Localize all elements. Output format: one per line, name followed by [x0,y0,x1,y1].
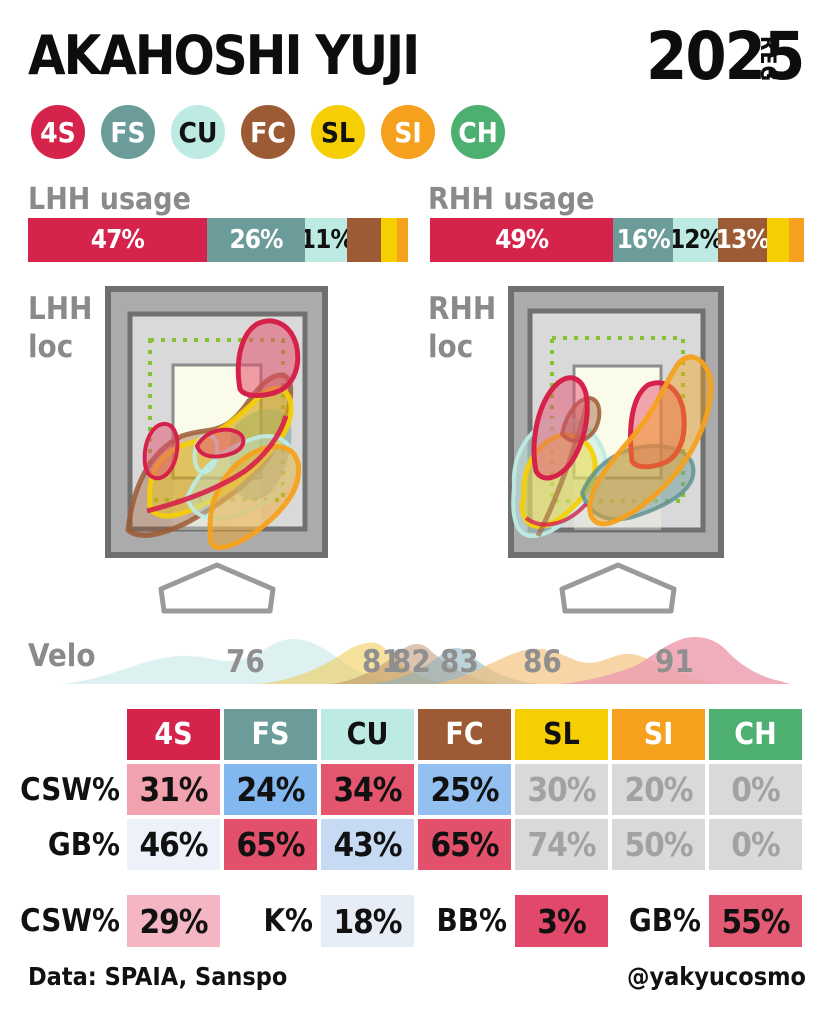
usage-segment-cu: 12% [673,218,718,262]
usage-segment-sl [381,218,397,262]
segment-value: 47% [90,225,145,255]
row-label-csw: CSW% [20,771,120,808]
summary-label-bb: BB% [436,903,507,939]
lhh-density-si [207,444,302,551]
season-type: REG [756,36,780,82]
pitch-badge-fc: FC [241,105,295,159]
row-label-gb: GB% [47,826,120,863]
velo-tick-cu: 76 [226,644,265,680]
usage-segment-fs: 26% [206,218,306,262]
pitch-legend: 4S FS CU FC SL SI CH [31,105,505,159]
table-header-cu: CU [321,709,414,760]
lhh-density-4s-mid [194,427,246,459]
rhh-density-4s-left [531,375,590,481]
usage-segment-4s: 47% [28,218,207,262]
velo-tick-fc: 82 [392,644,431,680]
lhh-density-4s-streak [146,415,289,514]
page-title: AKAHOSHI YUJI [28,24,420,87]
cell-gb-sl: 74% [515,819,608,870]
cell-csw-sl: 30% [515,764,608,815]
cell-csw-cu: 34% [321,764,414,815]
summary-label-csw: CSW% [20,903,120,939]
usage-segment-fs: 16% [613,218,674,262]
home-plate-icon [559,562,677,614]
rhh-location-plot [508,286,724,614]
rhh-loc-label: RHH loc [428,290,496,366]
loc-label-line: LHH [28,291,93,327]
usage-segment-4s: 49% [430,218,614,262]
cell-gb-ch: 0% [709,819,802,870]
velo-tick-4s: 91 [655,644,694,680]
usage-segment-sl [766,218,789,262]
segment-value: 13% [717,225,767,255]
lhh-location-plot [105,286,328,614]
cell-csw-si: 20% [612,764,705,815]
velo-tick-fs: 83 [440,644,479,680]
credit-handle: @yakyucosmo [626,962,806,991]
cell-gb-fc: 65% [418,819,511,870]
data-source: Data: SPAIA, Sanspo [28,962,288,991]
summary-label-gb: GB% [628,903,701,939]
velo-curve-4s [560,636,790,684]
summary-label-k: K% [263,903,313,939]
velo-tick-si: 86 [523,644,562,680]
home-plate-icon [158,562,276,614]
usage-segment-si [396,218,408,262]
cell-csw-fs: 24% [224,764,317,815]
lhh-usage-bar: 47% 26% 11% [28,218,408,262]
pitch-badge-4s: 4S [31,105,85,159]
summary-value-gb: 55% [709,895,802,947]
season-year: 2025 [646,18,805,95]
loc-label-line: loc [428,329,474,365]
cell-gb-4s: 46% [127,819,220,870]
usage-segment-fc: 13% [717,218,767,262]
rhh-usage-bar: 49% 16% 12% 13% [430,218,804,262]
summary-value-csw: 29% [127,895,220,947]
rhh-density-si [587,354,714,527]
segment-value: 12% [673,225,718,255]
pitch-badge-fs: FS [101,105,155,159]
usage-segment-fc [347,218,382,262]
lhh-loc-label: LHH loc [28,290,92,366]
segment-value: 26% [229,225,283,255]
pitch-badge-ch: CH [451,105,505,159]
cell-csw-ch: 0% [709,764,802,815]
usage-segment-cu: 11% [305,218,348,262]
rhh-density-4s-streak [524,502,588,527]
table-header-fs: FS [224,709,317,760]
velo-label: Velo [28,638,96,674]
cell-gb-si: 50% [612,819,705,870]
rhh-usage-title: RHH usage [428,182,595,217]
table-header-sl: SL [515,709,608,760]
cell-csw-fc: 25% [418,764,511,815]
cell-gb-fs: 65% [224,819,317,870]
rhh-density-4s-right [628,380,687,470]
table-header-ch: CH [709,709,802,760]
summary-value-k: 18% [321,895,414,947]
usage-segment-si [789,218,804,262]
loc-label-line: loc [28,329,74,365]
velo-curve-sl [255,642,470,684]
lhh-density-4s-top [235,318,301,398]
lhh-usage-title: LHH usage [28,182,191,217]
segment-value: 11% [305,225,347,255]
segment-value: 49% [495,225,549,255]
velo-tick-sl: 81 [362,644,401,680]
lhh-density-4s-left [142,421,180,481]
cell-csw-4s: 31% [127,764,220,815]
velo-density-chart [60,636,790,684]
pitch-badge-cu: CU [171,105,225,159]
loc-label-line: RHH [428,291,497,327]
pitch-badge-si: SI [381,105,435,159]
table-header-4s: 4S [127,709,220,760]
segment-value: 16% [616,225,671,255]
table-header-fc: FC [418,709,511,760]
cell-gb-cu: 43% [321,819,414,870]
table-header-si: SI [612,709,705,760]
summary-value-bb: 3% [515,895,608,947]
pitch-badge-sl: SL [311,105,365,159]
